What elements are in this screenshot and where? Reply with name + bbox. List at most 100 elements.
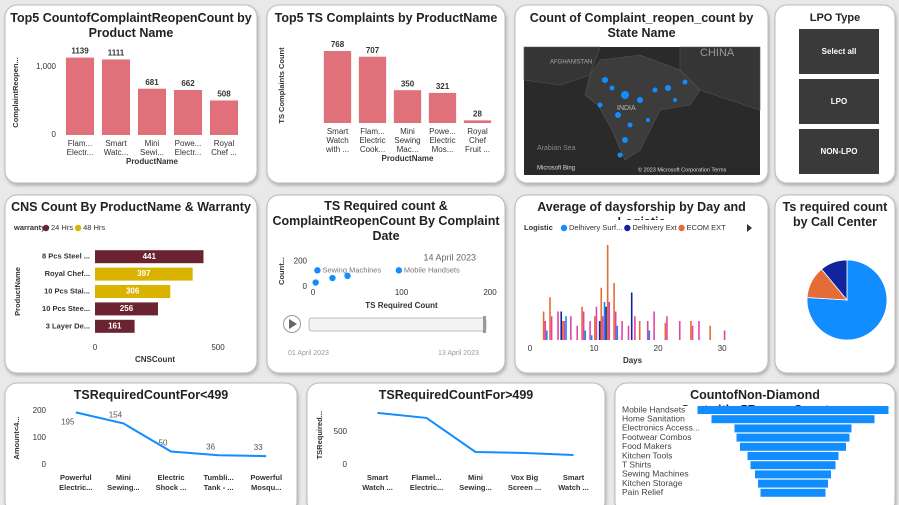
bar — [65, 57, 95, 135]
bar — [690, 321, 692, 340]
x-tick-label: Mini Sewing Mac... — [394, 127, 420, 154]
y-tick-label: 0 — [42, 460, 47, 469]
x-tick-label: Powerful Electric... — [59, 473, 92, 492]
bar — [95, 302, 158, 316]
bar — [101, 59, 131, 136]
x-tick-label: 10 — [590, 344, 599, 353]
bar — [393, 90, 422, 123]
panel — [4, 4, 258, 184]
legend-swatch — [560, 224, 568, 232]
data-label: 321 — [436, 82, 450, 91]
data-label: 50 — [159, 439, 168, 448]
bar — [95, 267, 193, 281]
legend-swatch — [624, 224, 631, 232]
map: AFGHANISTAN CHINA INDIA Arabian Sea Micr… — [523, 46, 761, 175]
legend-swatch — [42, 224, 50, 232]
data-label: 256 — [120, 304, 134, 313]
data-label: 768 — [331, 40, 345, 49]
x-tick-label: 20 — [654, 344, 663, 353]
chart-title-box: Top5 CountofComplaintReopenCount by Prod… — [10, 11, 252, 40]
slicer-button[interactable] — [799, 29, 879, 74]
slicer-label[interactable]: LPO — [831, 97, 847, 106]
data-label: 1139 — [71, 47, 89, 56]
legend-title: Logistic — [524, 223, 553, 232]
x-tick-label: Powe... Electric Mos... — [429, 127, 456, 154]
x-tick-label: Mini Sewing... — [459, 473, 492, 492]
data-label: 154 — [109, 411, 123, 420]
bar — [608, 302, 611, 340]
play-handle[interactable] — [483, 316, 486, 333]
point-label: Mobile Handsets — [404, 265, 460, 274]
point — [329, 274, 336, 282]
map-bubble — [682, 79, 688, 85]
bar — [565, 316, 567, 340]
bar — [549, 297, 551, 340]
bar — [621, 321, 623, 340]
legend-label: Delhivery Ext — [632, 223, 677, 232]
map-bubble — [673, 98, 677, 102]
point — [312, 279, 319, 286]
data-label: 306 — [126, 287, 140, 296]
x-tick-label: Flam... Electric Cook... — [359, 127, 385, 154]
y-axis-label: ComplaintReopen... — [11, 57, 20, 127]
bar — [428, 92, 457, 123]
bar — [653, 311, 655, 340]
chart-title: Ts required count by Call Center — [782, 200, 888, 229]
annotation: 14 April 2023 — [423, 252, 476, 262]
data-label: 28 — [473, 109, 482, 118]
data-label: 36 — [206, 442, 215, 451]
slicer-label[interactable]: NON-LPO — [821, 147, 858, 156]
slicer-button[interactable] — [799, 129, 879, 174]
x-tick-label: Tumbli... Tank - ... — [203, 473, 233, 492]
funnel-bar — [734, 424, 852, 433]
x-axis-label: TS Required Count — [365, 301, 438, 310]
y-axis-label: Count... — [277, 257, 286, 285]
funnel-bar — [755, 470, 831, 479]
map-bubble — [622, 137, 628, 143]
chart-title-box: Top5 TS Complaints by ProductName — [275, 11, 498, 25]
category-label: Kitchen Tools — [622, 450, 672, 460]
slicer-option[interactable]: LPO — [799, 79, 879, 124]
map-label: AFGHANISTAN — [550, 60, 592, 66]
bar — [95, 250, 204, 264]
category-label: Home Sanitation — [622, 413, 685, 423]
legend-label: 48 Hrs — [83, 223, 105, 232]
bar — [562, 321, 564, 340]
map-label: Arabian Sea — [537, 145, 576, 152]
chart-title: Average of daysforship by Day and Logist… — [537, 200, 746, 220]
slicer-option[interactable]: NON-LPO — [799, 129, 879, 174]
map-land — [679, 46, 761, 111]
category-label: Sewing Machines — [622, 469, 689, 479]
bar — [358, 56, 387, 123]
x-tick-label: Royal Chef ... — [211, 139, 237, 157]
bar — [590, 335, 593, 340]
legend-arrow[interactable] — [747, 224, 752, 232]
data-label: 397 — [137, 269, 151, 278]
y-tick-label: 8 Pcs Steel ... — [42, 252, 90, 261]
y-tick-label: 500 — [334, 427, 348, 436]
category-label: Food Makers — [622, 441, 672, 451]
x-tick-label: Flam... Electr... — [67, 139, 94, 157]
x-tick-label: Electric Shock ... — [156, 473, 187, 492]
y-tick-label: 200 — [294, 257, 308, 266]
x-axis-label: ProductName — [381, 154, 434, 163]
funnel-bar — [750, 461, 836, 470]
bar — [323, 51, 352, 123]
bar — [603, 302, 606, 340]
play-icon[interactable] — [289, 319, 297, 329]
y-tick-label: 3 Layer De... — [46, 321, 90, 330]
play-slider[interactable] — [308, 317, 487, 332]
point-label: Sewing Machines — [322, 265, 381, 274]
bar — [594, 316, 596, 340]
slicer-button[interactable] — [799, 79, 879, 124]
data-label: 508 — [217, 90, 231, 99]
slicer-option[interactable]: Select all — [799, 29, 879, 74]
slicer-label[interactable]: Select all — [822, 47, 857, 56]
map-bubble — [617, 152, 623, 158]
y-tick-label: 0 — [343, 460, 348, 469]
bar — [95, 285, 171, 298]
chart-title: CountofNon-Diamond Custwith>5ReopenCount — [681, 388, 830, 406]
data-label: 1111 — [108, 49, 125, 58]
chart-title: Top5 CountofComplaintReopenCount by Prod… — [10, 11, 252, 40]
